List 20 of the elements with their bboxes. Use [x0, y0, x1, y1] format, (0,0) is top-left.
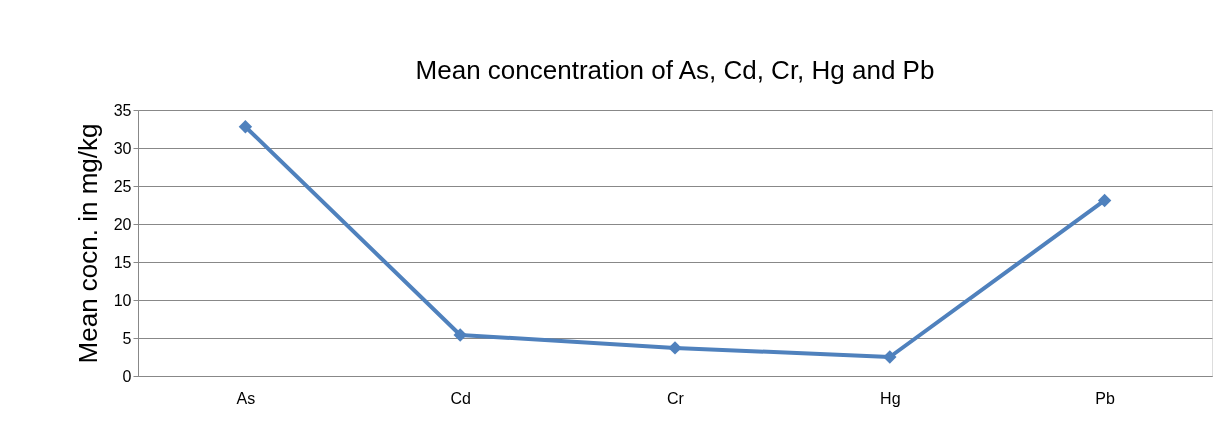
y-tick-label: 35 — [113, 101, 132, 119]
x-tick-label: Pb — [1095, 389, 1115, 407]
x-tick-label: Cr — [667, 389, 685, 407]
point — [453, 328, 467, 342]
chart-title: Mean concentration of As, Cd, Cr, Hg and Pb — [415, 55, 935, 85]
point — [1097, 193, 1112, 208]
point — [238, 120, 253, 134]
y-tick-label: 0 — [122, 367, 132, 385]
y-tick-label: 20 — [113, 215, 132, 233]
x-tick-label: Cd — [450, 389, 471, 407]
y-tick-label: 30 — [113, 139, 132, 157]
y-tick-label: 10 — [113, 291, 132, 309]
point — [883, 350, 897, 364]
y-tick-label: 25 — [113, 177, 132, 195]
y-axis-title: Mean cocn. in mg/kg — [72, 123, 103, 364]
y-tick-label: 15 — [113, 253, 132, 271]
y-tick-label: 5 — [122, 329, 132, 347]
x-tick-label: As — [236, 389, 256, 407]
point — [668, 341, 682, 355]
x-tick-label: Hg — [880, 389, 901, 407]
